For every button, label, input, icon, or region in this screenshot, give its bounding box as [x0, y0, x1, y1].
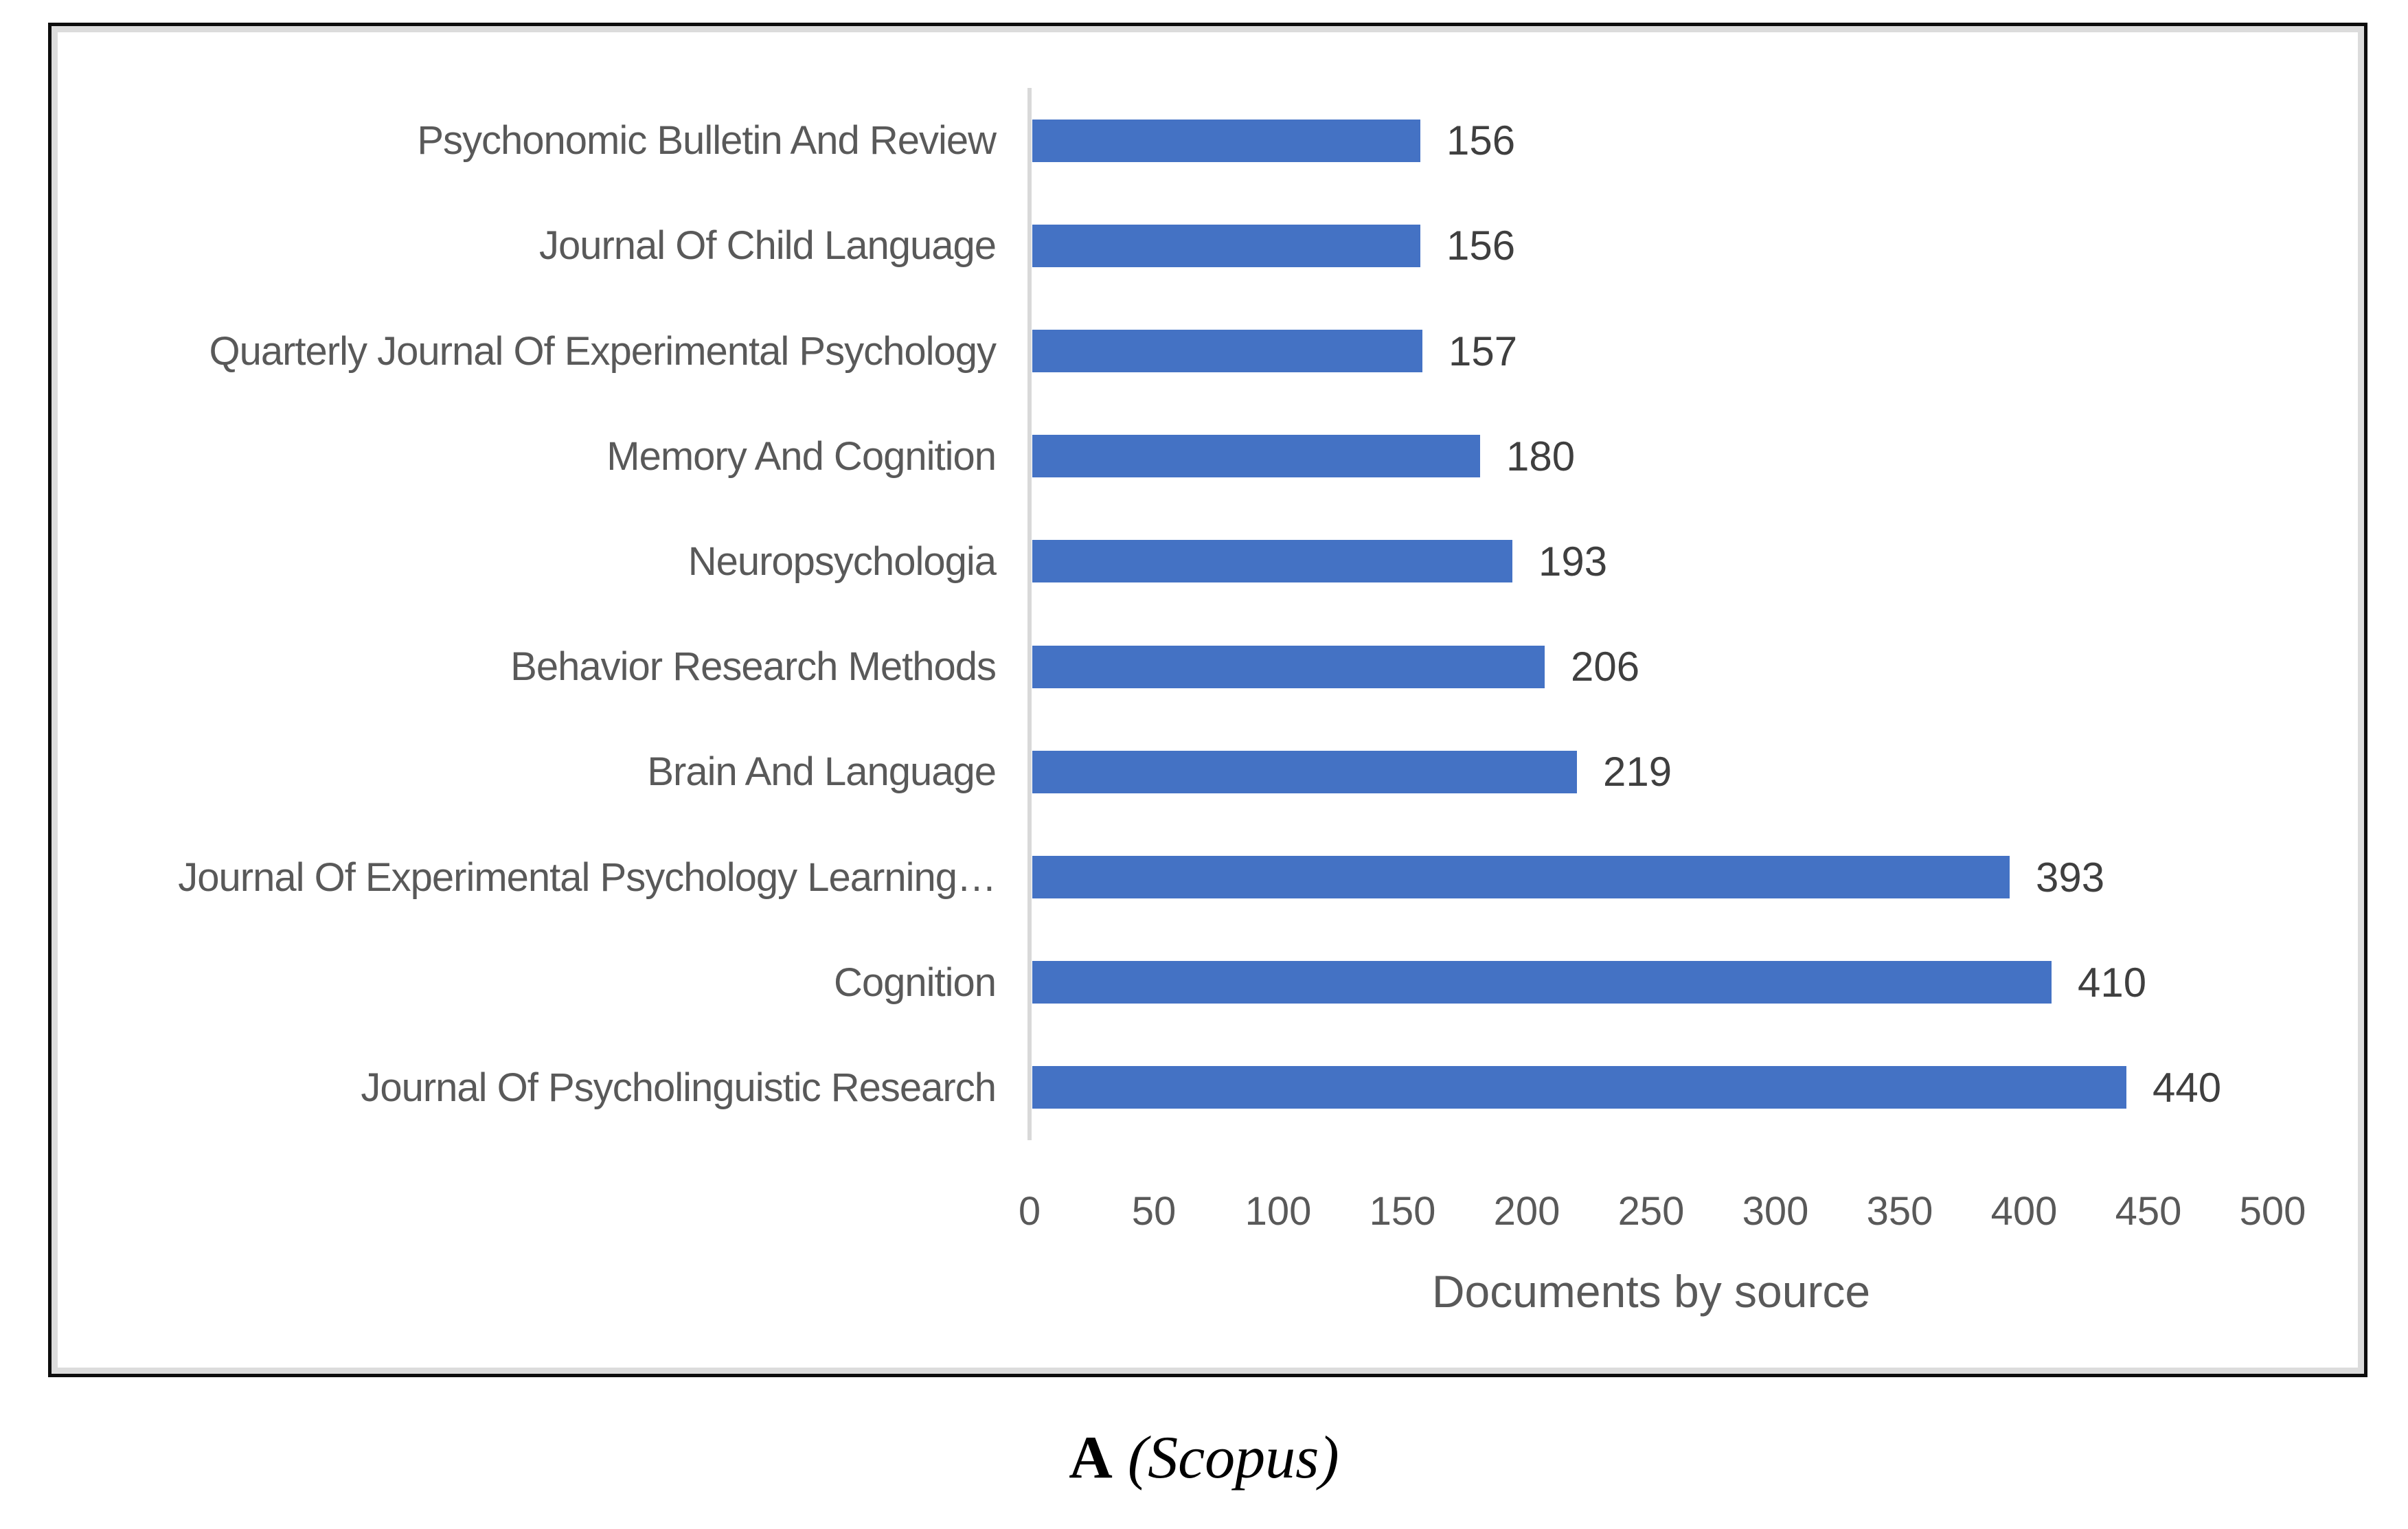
bar-row: Journal Of Psycholinguistic Research 440 — [52, 1035, 2364, 1140]
category-label: Psychonomic Bulletin And Review — [417, 118, 997, 163]
bar — [1032, 435, 1480, 478]
category-label: Brain And Language — [647, 749, 997, 795]
category-label: Neuropsychologia — [688, 539, 997, 584]
bar — [1032, 1066, 2126, 1109]
x-tick: 200 — [1493, 1189, 1560, 1234]
bar — [1032, 330, 1422, 372]
category-label: Journal Of Child Language — [538, 223, 997, 269]
bar — [1032, 750, 1577, 793]
category-label: Quarterly Journal Of Experimental Psycho… — [209, 328, 997, 374]
bar-rows: Psychonomic Bulletin And Review 156 Journa… — [52, 88, 2364, 1140]
value-label: 440 — [2153, 1064, 2222, 1111]
x-axis-title: Documents by source — [1431, 1266, 1871, 1317]
value-label: 157 — [1449, 328, 1518, 374]
bar — [1032, 856, 2010, 899]
value-label: 180 — [1506, 433, 1576, 479]
bar-row: Neuropsychologia 193 — [52, 509, 2364, 614]
bar-row: Behavior Research Methods 206 — [52, 614, 2364, 719]
bar-row: Journal Of Experimental Psychology Learn… — [52, 824, 2364, 929]
value-label: 156 — [1446, 117, 1516, 164]
caption-panel-letter: A — [1069, 1425, 1113, 1491]
value-label: 219 — [1603, 749, 1672, 795]
bar — [1032, 119, 1420, 162]
x-tick: 350 — [1866, 1189, 1933, 1234]
caption-source-name: (Scopus) — [1127, 1425, 1339, 1491]
category-label: Journal Of Psycholinguistic Research — [361, 1065, 997, 1110]
x-tick: 250 — [1617, 1189, 1685, 1234]
value-label: 193 — [1538, 538, 1608, 585]
x-tick: 150 — [1369, 1189, 1436, 1234]
value-label: 393 — [2036, 854, 2105, 901]
category-label: Memory And Cognition — [606, 433, 997, 479]
bar-row: Quarterly Journal Of Experimental Psycho… — [52, 298, 2364, 403]
category-label: Behavior Research Methods — [510, 644, 997, 690]
category-label: Journal Of Experimental Psychology Learn… — [178, 854, 997, 900]
x-tick: 0 — [1018, 1189, 1041, 1234]
x-tick: 400 — [1990, 1189, 2058, 1234]
category-axis-line — [1027, 88, 1032, 1140]
bar-row: Psychonomic Bulletin And Review 156 — [52, 88, 2364, 193]
x-tick: 50 — [1131, 1189, 1177, 1234]
x-tick: 500 — [2239, 1189, 2306, 1234]
bar — [1032, 961, 2052, 1004]
bar — [1032, 540, 1512, 583]
value-label: 206 — [1571, 644, 1640, 690]
x-tick: 450 — [2115, 1189, 2182, 1234]
bar — [1032, 224, 1420, 267]
bar-row: Brain And Language 219 — [52, 719, 2364, 824]
bar-row: Memory And Cognition 180 — [52, 404, 2364, 509]
category-label: Cognition — [833, 960, 997, 1005]
x-tick: 100 — [1245, 1189, 1312, 1234]
bar — [1032, 645, 1545, 688]
bar-row: Cognition 410 — [52, 930, 2364, 1035]
x-tick: 300 — [1742, 1189, 1809, 1234]
value-label: 410 — [2078, 959, 2147, 1006]
bar-row: Journal Of Child Language 156 — [52, 193, 2364, 298]
figure-caption: A (Scopus) — [0, 1423, 2408, 1493]
chart-figure: Psychonomic Bulletin And Review 156 Journa… — [48, 23, 2367, 1377]
x-axis-ticks: 0 50 100 150 200 250 300 350 400 450 500 — [52, 1188, 2364, 1243]
value-label: 156 — [1446, 223, 1516, 269]
